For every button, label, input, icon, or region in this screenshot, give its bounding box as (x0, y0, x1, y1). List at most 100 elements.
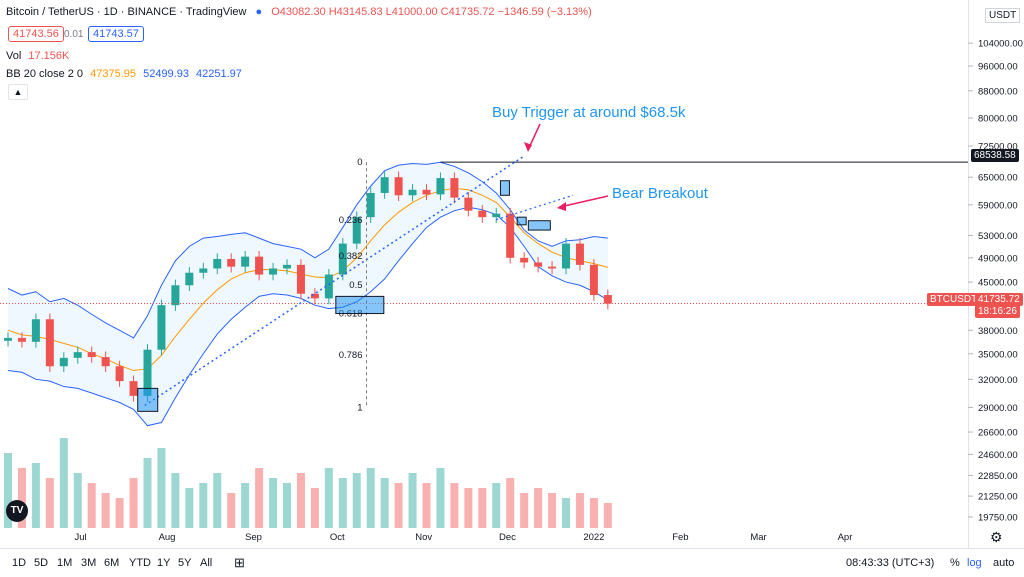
fib-level-label: 0.786 (339, 350, 363, 361)
collapse-legend-button[interactable]: ▲ (8, 84, 28, 100)
candle-body (506, 213, 515, 258)
log-toggle[interactable]: log (967, 557, 982, 569)
candle-body (17, 337, 26, 342)
candle-body (548, 266, 557, 269)
zone-nov-mid (516, 216, 527, 226)
range-6m[interactable]: 6M (104, 557, 120, 569)
market-status-icon: ● (255, 6, 263, 18)
candle-body (157, 305, 166, 350)
fib-level-label: 0.236 (339, 215, 363, 226)
bb-basis-value: 47375.95 (90, 68, 137, 80)
volume-bar (408, 473, 417, 528)
candle-body (87, 352, 96, 358)
candle-body (129, 381, 138, 396)
candle-body (171, 285, 180, 306)
candle-body (199, 268, 208, 273)
volume-bar (589, 498, 598, 528)
candle-body (380, 177, 389, 193)
volume-bar (338, 478, 347, 528)
volume-bar (59, 438, 68, 528)
zone-nov-bottom (527, 220, 551, 231)
y-tick-label: 96000.00 (978, 61, 1018, 72)
range-ytd[interactable]: YTD (129, 557, 151, 569)
bear-breakout-annotation: Bear Breakout (612, 185, 708, 202)
volume-bar (185, 488, 194, 528)
x-tick-label: Feb (672, 532, 688, 543)
support-zone-jul (137, 387, 159, 412)
bb-upper-value: 52499.93 (143, 68, 189, 80)
volume-bar (296, 473, 305, 528)
auto-toggle[interactable]: auto (993, 557, 1015, 569)
x-tick-label: Mar (750, 532, 766, 543)
volume-bar (324, 468, 333, 528)
y-tick-label: 45000.00 (978, 278, 1018, 289)
candle-body (101, 357, 110, 367)
volume-bar (436, 468, 445, 528)
percent-toggle[interactable]: % (950, 557, 960, 569)
y-tick-label: 53000.00 (978, 231, 1018, 242)
ask-price[interactable]: 41743.57 (88, 26, 144, 42)
candle-body (366, 192, 375, 218)
candle-body (352, 217, 361, 244)
candle-body (394, 177, 403, 196)
date-range-icon[interactable]: ⊞ (234, 555, 245, 570)
candle-body (422, 189, 431, 195)
candle-body (478, 210, 487, 218)
fib-level-label: 0.618 (339, 309, 363, 320)
volume-bar (101, 493, 110, 528)
volume-bar (115, 498, 124, 528)
buy-trigger-annotation: Buy Trigger at around $68.5k (492, 104, 686, 121)
volume-bar (534, 488, 543, 528)
volume-bar (87, 483, 96, 528)
price-chart[interactable]: 104000.00 96000.00 88000.00 80000.00 72500.0… (0, 0, 1024, 548)
y-tick-label: 38000.00 (978, 326, 1018, 337)
volume-bar (603, 503, 612, 528)
range-1y[interactable]: 1Y (157, 557, 171, 569)
bear-breakout-arrow (559, 195, 609, 208)
y-tick-label: 65000.00 (978, 173, 1018, 184)
candle-body (408, 189, 417, 196)
volume-bar (283, 483, 291, 528)
range-5y[interactable]: 5Y (178, 557, 192, 569)
y-tick-label: 72500.00 (978, 142, 1018, 153)
volume-bar (199, 483, 208, 528)
x-tick-label: Dec (499, 532, 516, 543)
volume-bar (213, 473, 222, 528)
symbol-title[interactable]: Bitcoin / TetherUS · 1D · BINANCE · Trad… (6, 6, 247, 18)
volume-bar (352, 473, 361, 528)
fib-level-label: 1 (357, 402, 362, 413)
fib-level-label: 0.382 (339, 251, 363, 262)
bb-band-fill (8, 162, 608, 426)
support-zone-sep (335, 295, 385, 315)
y-tick-label: 88000.00 (978, 86, 1018, 97)
volume-bar (129, 478, 138, 528)
volume-bar (17, 468, 26, 528)
settings-gear-icon[interactable]: ⚙ (990, 529, 1003, 545)
currency-label[interactable]: USDT (985, 8, 1021, 23)
x-tick-label: Apr (838, 532, 853, 543)
bid-price[interactable]: 41743.56 (8, 26, 64, 42)
volume-bar (255, 468, 264, 528)
clock[interactable]: 08:43:33 (UTC+3) (846, 557, 935, 569)
volume-label: Vol (6, 50, 22, 62)
range-all[interactable]: All (200, 557, 213, 569)
volume-bar (492, 483, 501, 528)
range-5d[interactable]: 5D (34, 557, 49, 569)
chart-header: Bitcoin / TetherUS · 1D · BINANCE · Trad… (6, 6, 592, 18)
candle-body (269, 268, 278, 275)
y-tick-label: 35000.00 (978, 349, 1018, 360)
range-1d[interactable]: 1D (12, 557, 27, 569)
candle-body (436, 178, 445, 195)
range-1m[interactable]: 1M (57, 557, 73, 569)
candle-body (562, 243, 570, 269)
candle-body (324, 274, 333, 299)
ath-line-price-tag: 68538.58 (971, 149, 1019, 162)
bb-label: BB 20 close 2 0 (6, 68, 84, 80)
range-3m[interactable]: 3M (81, 557, 97, 569)
volume-bar (157, 448, 166, 528)
bb-lower-value: 42251.97 (196, 68, 242, 80)
candle-body (575, 243, 584, 265)
volume-bar (422, 483, 431, 528)
candle-body (213, 258, 222, 269)
